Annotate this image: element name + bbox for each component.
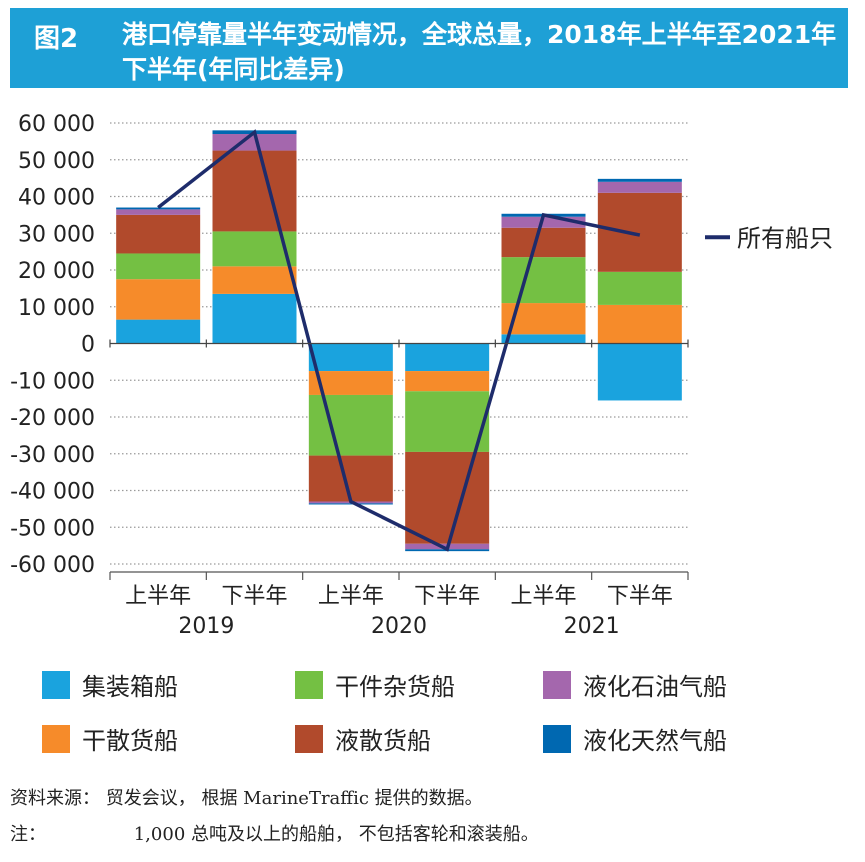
legend-swatch-liquid-bulk	[295, 724, 323, 753]
bar-segment	[116, 207, 201, 210]
y-tick-label: 50 000	[18, 149, 95, 174]
bar-segment	[501, 216, 586, 228]
bar-segment	[308, 455, 393, 502]
source-label: 资料来源：	[10, 788, 100, 809]
bar-segment	[116, 319, 201, 344]
x-category-label: 下半年	[607, 584, 673, 609]
bar-segment	[405, 391, 490, 452]
x-category-label: 下半年	[221, 584, 287, 609]
bar-segment	[212, 266, 297, 294]
bar-segment	[405, 451, 490, 544]
legend-label-lng: 液化天然气船	[583, 727, 727, 755]
bar-segment	[501, 227, 586, 258]
source-text: 贸发会议， 根据 MarineTraffic 提供的数据。	[105, 788, 483, 809]
legend-item-general-cargo: 干件杂货船	[295, 667, 455, 702]
legend-item-lpg: 液化石油气船	[543, 667, 727, 702]
bar-segment	[597, 192, 682, 272]
legend-swatch-lng	[543, 724, 571, 753]
bar-segment	[597, 343, 682, 401]
legend-label-lpg: 液化石油气船	[583, 673, 727, 701]
y-tick-label: 20 000	[18, 259, 95, 284]
bar-segment	[212, 150, 297, 232]
legend-swatch-general-cargo	[295, 670, 323, 699]
bar-segment	[308, 371, 393, 395]
bar-segment	[405, 343, 490, 372]
y-tick-label: -30 000	[10, 443, 95, 468]
x-category-label: 上半年	[318, 584, 384, 609]
y-tick-label: 60 000	[18, 112, 95, 137]
x-year-label: 2019	[178, 614, 234, 639]
legend-label-liquid-bulk: 液散货船	[335, 727, 431, 755]
legend: 集装箱船 干件杂货船 液化石油气船 干散货船 液散货船 液化天然气船	[0, 660, 865, 770]
bar-segment	[116, 253, 201, 280]
figure-label: 图2	[34, 24, 79, 54]
bar-segment	[308, 343, 393, 372]
x-category-label: 上半年	[125, 584, 191, 609]
bar-segment	[501, 257, 586, 304]
note-text: 1,000 总吨及以上的船舶， 不包括客轮和滚装船。	[133, 824, 539, 845]
bars	[116, 130, 682, 552]
legend-item-liquid-bulk: 液散货船	[295, 721, 431, 756]
legend-swatch-lpg	[543, 670, 571, 699]
line-legend-label: 所有船只	[737, 224, 833, 252]
legend-item-dry-bulk: 干散货船	[42, 721, 178, 756]
axes: 60 000 50 000 40 000 30 000 20 000 10 000 0 -10…	[10, 112, 833, 639]
bar-segment	[597, 271, 682, 305]
legend-swatch-container-ships	[42, 670, 70, 699]
bar-segment	[597, 304, 682, 344]
legend-label-general-cargo: 干件杂货船	[335, 673, 455, 701]
y-tick-label: -10 000	[10, 369, 95, 394]
bar-segment	[212, 293, 297, 344]
y-tick-label: 30 000	[18, 222, 95, 247]
bar-segment	[597, 181, 682, 193]
y-tick-label: -20 000	[10, 406, 95, 431]
legend-label-container-ships: 集装箱船	[82, 673, 178, 701]
bar-segment	[501, 334, 586, 344]
x-category-label: 下半年	[414, 584, 480, 609]
legend-item-container-ships: 集装箱船	[42, 667, 178, 702]
y-tick-label: -50 000	[10, 516, 95, 541]
y-tick-label: 10 000	[18, 296, 95, 321]
figure-title: 港口停靠量半年变动情况，全球总量，2018年上半年至2021年下半年(年同比差异…	[122, 20, 837, 84]
x-year-label: 2020	[371, 614, 427, 639]
legend-item-lng: 液化天然气船	[543, 721, 727, 756]
figure-header: 图2 港口停靠量半年变动情况，全球总量，2018年上半年至2021年下半年(年同…	[10, 8, 848, 88]
bar-segment	[116, 209, 201, 215]
y-tick-label: -40 000	[10, 480, 95, 505]
footnote: 注： 1,000 总吨及以上的船舶， 不包括客轮和滚装船。	[10, 820, 539, 846]
y-tick-label: 0	[81, 333, 95, 358]
bar-segment	[405, 371, 490, 392]
legend-swatch-dry-bulk	[42, 724, 70, 753]
y-tick-label: 40 000	[18, 186, 95, 211]
y-tick-label: -60 000	[10, 553, 95, 578]
all-ships-line	[157, 129, 641, 552]
bar-segment	[116, 279, 201, 320]
legend-label-dry-bulk: 干散货船	[82, 727, 178, 755]
source-note: 资料来源： 贸发会议， 根据 MarineTraffic 提供的数据。	[10, 784, 483, 810]
bar-segment	[597, 178, 682, 182]
all-ships-line-path	[157, 129, 641, 552]
bar-segment	[308, 503, 393, 505]
grid-lines	[110, 122, 688, 565]
bar-segment	[308, 394, 393, 456]
bar-segment	[116, 214, 201, 254]
x-year-label: 2021	[564, 614, 620, 639]
note-label: 注：	[10, 824, 46, 845]
x-category-label: 上半年	[510, 584, 576, 609]
chart-area: 60 000 50 000 40 000 30 000 20 000 10 000 0 -10…	[10, 112, 833, 639]
